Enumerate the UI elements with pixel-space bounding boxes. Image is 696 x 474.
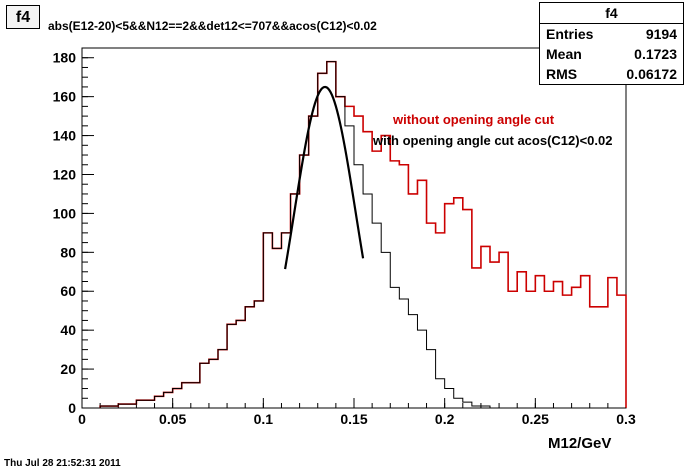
x-tick-label: 0.15 (340, 411, 367, 427)
y-tick-label: 140 (53, 128, 77, 144)
stats-value: 9194 (645, 26, 677, 42)
y-tick-label: 60 (60, 283, 76, 299)
stats-label: RMS (546, 66, 578, 82)
y-tick-label: 20 (60, 361, 76, 377)
y-tick-label: 40 (60, 322, 76, 338)
canvas-tab[interactable]: f4 (6, 5, 40, 29)
annotation-without-cut: without opening angle cut (392, 112, 555, 127)
y-tick-label: 100 (53, 205, 77, 221)
y-tick-label: 0 (68, 400, 76, 416)
stats-row-entries: Entries 9194 (540, 24, 683, 44)
fit-layer (284, 85, 365, 270)
x-tick-label: 0.2 (435, 411, 455, 427)
stats-value: 0.1723 (634, 46, 677, 62)
x-axis-label: M12/GeV (548, 435, 611, 452)
y-tick-label: 80 (60, 244, 76, 260)
stats-title: f4 (540, 3, 683, 24)
stats-box: f4 Entries 9194 Mean 0.1723 RMS 0.06172 (539, 2, 684, 85)
x-tick-label: 0.1 (254, 411, 274, 427)
x-tick-label: 0 (78, 411, 86, 427)
x-tick-label: 0.05 (159, 411, 186, 427)
y-tick-label: 160 (53, 89, 77, 105)
cut-expression: abs(E12-20)<5&&N12==2&&det12<=707&&acos(… (48, 19, 377, 33)
axes: 0 0.05 0.1 0.15 0.2 0.25 0.3 0 20 40 60 80 100 120 140… (53, 47, 636, 427)
series-with-cut (99, 61, 626, 409)
gaussian-fit-curve (284, 85, 365, 270)
plot-frame (81, 47, 627, 409)
x-tick-label: 0.25 (522, 411, 549, 427)
series-layer (99, 60, 627, 409)
footer-timestamp: Thu Jul 28 21:52:31 2011 (4, 458, 121, 469)
annotation-with-cut: with opening angle cut acos(C12)<0.02 (372, 133, 612, 148)
stats-row-rms: RMS 0.06172 (540, 64, 683, 84)
y-tick-label: 120 (53, 166, 77, 182)
stats-row-mean: Mean 0.1723 (540, 44, 683, 64)
y-tick-label: 180 (53, 50, 77, 66)
stats-label: Mean (546, 46, 582, 62)
stats-label: Entries (546, 26, 594, 42)
stats-value: 0.06172 (626, 66, 677, 82)
x-tick-label: 0.3 (616, 411, 636, 427)
